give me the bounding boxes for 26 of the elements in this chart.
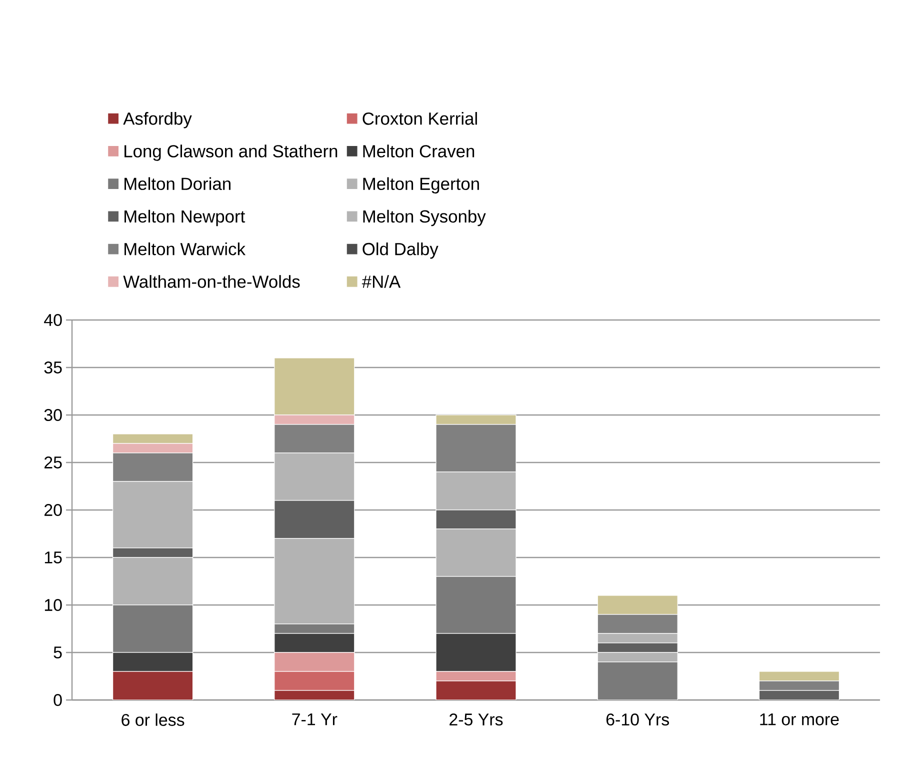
legend-label: Croxton Kerrial	[362, 112, 477, 125]
y-tick-label: 10	[44, 598, 62, 611]
x-tick-label: 7-1 Yr	[292, 714, 338, 726]
y-tick-label: 30	[44, 408, 62, 421]
y-tick-label: 0	[54, 694, 62, 706]
legend-label: Old Dalby	[362, 242, 438, 259]
y-tick-label: 15	[44, 552, 62, 564]
x-tick-label: 6-10 Yrs	[606, 714, 669, 726]
legend-label: Asfordby	[123, 112, 192, 128]
y-tick-label: 40	[44, 314, 62, 326]
x-tick-label: 6 or less	[122, 714, 184, 726]
legend-label: Melton Dorian	[124, 177, 230, 190]
y-tick-label: 25	[44, 456, 62, 468]
legend-label: Melton Egerton	[363, 177, 479, 194]
legend-label: Melton Sysonby	[363, 210, 486, 226]
x-tick-label: 2-5 Yrs	[450, 714, 503, 726]
legend-label: Melton Craven	[363, 144, 474, 158]
legend-label: Melton Warwick	[124, 242, 246, 256]
y-tick-label: 35	[44, 361, 62, 374]
legend-label: #N/A	[362, 275, 401, 288]
legend-label: Long Clawson and Stathern	[124, 144, 338, 161]
y-tick-label: 20	[44, 504, 62, 516]
y-tick-label: 5	[54, 646, 62, 658]
x-tick-label: 11 or more	[760, 714, 839, 726]
legend-label: Waltham-on-the-Wolds	[123, 275, 300, 288]
legend-label: Melton Newport	[124, 210, 246, 226]
